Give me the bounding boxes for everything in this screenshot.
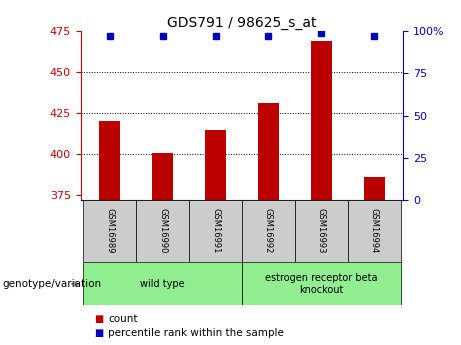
Bar: [364, 177, 385, 200]
Text: GSM16994: GSM16994: [370, 208, 379, 254]
Text: wild type: wild type: [140, 279, 185, 289]
Text: estrogen receptor beta
knockout: estrogen receptor beta knockout: [265, 273, 378, 295]
Bar: [189, 200, 242, 262]
Text: count: count: [108, 314, 138, 324]
Bar: [348, 200, 401, 262]
Bar: [258, 103, 279, 200]
Text: ■: ■: [95, 314, 104, 324]
Text: percentile rank within the sample: percentile rank within the sample: [108, 328, 284, 338]
Bar: [242, 262, 401, 305]
Bar: [99, 121, 120, 200]
Bar: [295, 200, 348, 262]
Bar: [83, 262, 242, 305]
Text: GSM16989: GSM16989: [105, 208, 114, 254]
Bar: [205, 129, 226, 200]
Text: GSM16993: GSM16993: [317, 208, 326, 254]
Text: genotype/variation: genotype/variation: [2, 279, 101, 289]
Bar: [136, 200, 189, 262]
Text: GSM16991: GSM16991: [211, 208, 220, 254]
Text: ■: ■: [95, 328, 104, 338]
Bar: [311, 41, 332, 200]
Bar: [242, 200, 295, 262]
Bar: [83, 200, 136, 262]
Text: GSM16990: GSM16990: [158, 208, 167, 254]
Title: GDS791 / 98625_s_at: GDS791 / 98625_s_at: [167, 16, 317, 30]
Text: GSM16992: GSM16992: [264, 208, 273, 254]
Bar: [152, 152, 173, 200]
